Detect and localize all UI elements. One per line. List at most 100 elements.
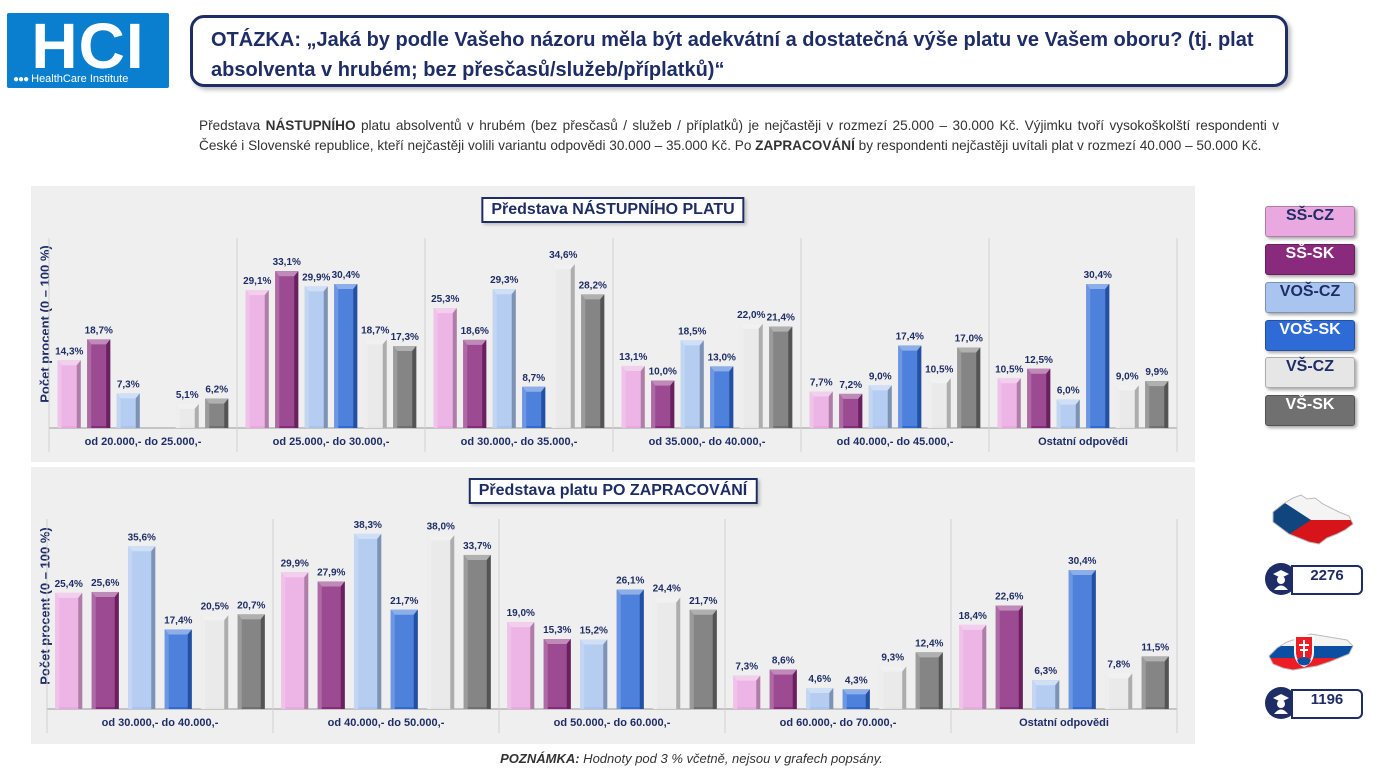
bar-bevel-left: [580, 639, 585, 709]
bar-highlight: [277, 273, 297, 426]
category-label: od 60.000,- do 70.000,-: [780, 717, 897, 729]
bar-highlight: [429, 537, 453, 707]
data-label: 13,0%: [708, 352, 736, 363]
logo-text: HCI: [31, 13, 145, 82]
bar-bevel-right: [758, 323, 763, 428]
data-label: 25,4%: [55, 579, 83, 590]
data-label: 30,4%: [1084, 270, 1112, 281]
bar-bevel-right: [858, 393, 863, 428]
bar-highlight: [336, 286, 356, 426]
bar-bevel-left: [680, 340, 685, 428]
intro-text-1: Představa: [199, 118, 266, 133]
bar-bevel-left: [1086, 284, 1091, 428]
bar-bevel-left: [842, 689, 847, 709]
data-label: 38,3%: [354, 520, 382, 531]
bar-highlight: [1143, 658, 1167, 707]
data-label: 14,3%: [55, 346, 83, 357]
bar-bevel-left: [522, 386, 527, 428]
legend-item-vos-sk: VOŠ-SK: [1265, 320, 1355, 351]
bar-bevel-top: [507, 622, 535, 628]
bar-bevel-top: [581, 294, 605, 300]
hci-logo: HCI ●●● HealthCare Institute: [7, 13, 169, 88]
data-label: 7,2%: [839, 380, 862, 391]
bar-bevel-top: [334, 284, 358, 289]
data-label: 11,5%: [1141, 642, 1169, 653]
bar-bevel-top: [868, 385, 892, 391]
data-label: 18,6%: [461, 326, 489, 337]
bar-highlight: [166, 631, 190, 707]
bar-bevel-left: [551, 264, 556, 428]
intro-text-3: by respondenti nejčastěji uvítali plat v…: [854, 138, 1262, 153]
bar-bevel-right: [482, 339, 487, 428]
bar-bevel-right: [106, 339, 111, 428]
bar-bevel-top: [1032, 680, 1060, 686]
bar-highlight: [57, 594, 81, 707]
bar-bevel-right: [486, 554, 491, 709]
chart-title: Představa NÁSTUPNÍHO PLATU: [481, 197, 745, 223]
data-label: 29,3%: [490, 275, 518, 286]
bar-bevel-right: [135, 393, 140, 428]
bar-bevel-top: [616, 589, 644, 595]
bar-bevel-right: [413, 609, 418, 709]
logo-subtitle-text: HealthCare Institute: [31, 73, 129, 85]
bar-bevel-top: [522, 386, 546, 392]
bar-highlight: [1058, 401, 1078, 426]
bar-bevel-top: [237, 614, 265, 620]
bar-highlight: [435, 310, 455, 426]
bar-bevel-right: [902, 666, 907, 709]
bar-bevel-top: [91, 591, 119, 597]
bar-bevel-left: [427, 535, 432, 709]
data-label: 8,7%: [522, 373, 545, 384]
bar-bevel-left: [739, 323, 744, 428]
bar-highlight: [118, 395, 138, 426]
data-label: 10,5%: [925, 364, 953, 375]
bar-bevel-right: [887, 385, 892, 428]
bar-bevel-top: [57, 360, 81, 366]
bar-bevel-right: [260, 614, 265, 709]
bar-highlight: [917, 654, 941, 707]
bar-bevel-left: [463, 339, 468, 428]
bar-highlight: [306, 288, 326, 426]
bar-highlight: [177, 405, 197, 426]
bar-bevel-right: [1075, 399, 1080, 428]
bar-bevel-left: [769, 669, 774, 709]
bar-bevel-left: [205, 398, 210, 428]
bar-bevel-left: [898, 345, 903, 428]
bar-bevel-right: [1164, 656, 1169, 709]
chart-title: Představa platu PO ZAPRACOVÁNÍ: [468, 478, 758, 504]
bar-highlight: [59, 362, 79, 426]
bar-bevel-top: [164, 629, 192, 635]
category-label: od 20.000,- do 25.000,-: [85, 436, 202, 448]
legend-item-vos-cz: VOŠ-CZ: [1265, 282, 1355, 313]
data-label: 30,4%: [1068, 556, 1096, 567]
legend-item-vs-cz: VŠ-CZ: [1265, 357, 1355, 388]
data-label: 7,8%: [1107, 659, 1130, 670]
bar-bevel-right: [114, 591, 119, 709]
data-label: 25,6%: [91, 578, 119, 589]
bar-highlight: [1070, 572, 1094, 707]
data-label: 18,7%: [85, 325, 113, 336]
bar-bevel-top: [427, 535, 455, 541]
bar-bevel-left: [304, 286, 309, 428]
bar-bevel-right: [1105, 284, 1110, 428]
bar-bevel-left: [433, 308, 438, 428]
data-label: 25,3%: [431, 294, 459, 305]
category-label: od 40.000,- do 50.000,-: [328, 717, 445, 729]
bar-bevel-left: [1032, 680, 1037, 709]
bar-highlight: [392, 611, 416, 707]
data-label: 10,5%: [995, 364, 1023, 375]
data-label: 17,3%: [391, 332, 419, 343]
bar-bevel-right: [151, 546, 156, 709]
bar-highlight: [356, 535, 380, 707]
bar-highlight: [89, 341, 109, 426]
intro-paragraph: Představa NÁSTUPNÍHO platu absolventů v …: [199, 116, 1279, 156]
data-label: 13,1%: [619, 352, 647, 363]
bar-bevel-left: [116, 393, 121, 428]
question-text: OTÁZKA: „Jaká by podle Vašeho názoru měl…: [211, 29, 1254, 81]
bar-highlight: [735, 677, 759, 707]
bar-bevel-left: [868, 385, 873, 428]
data-label: 7,3%: [735, 662, 758, 673]
bar-chart-starting-salary: 14,3%18,7%7,3%5,1% 6,2%od 20.000,- do 25.…: [48, 238, 1178, 452]
bar-bevel-right: [946, 378, 951, 428]
bar-bevel-left: [492, 289, 497, 428]
